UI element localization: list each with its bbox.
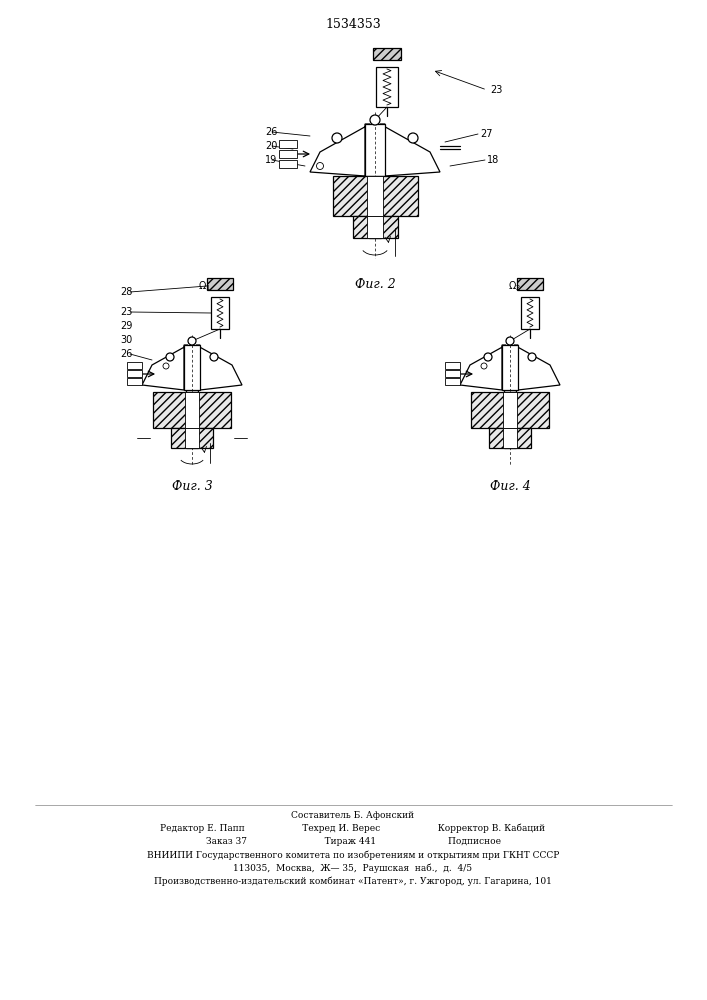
Bar <box>503 428 517 448</box>
Circle shape <box>481 363 487 369</box>
Text: 23: 23 <box>120 307 132 317</box>
Text: Редактор Е. Папп                    Техред И. Верес                    Корректор: Редактор Е. Папп Техред И. Верес Коррект… <box>160 823 546 833</box>
Text: Производственно-издательский комбинат «Патент», г. Ужгород, ул. Гагарина, 101: Производственно-издательский комбинат «П… <box>154 876 552 886</box>
Polygon shape <box>142 345 188 390</box>
Bar <box>367 216 383 238</box>
Circle shape <box>332 133 342 143</box>
Circle shape <box>317 162 324 169</box>
Text: 19: 19 <box>265 155 277 165</box>
Bar <box>517 278 543 290</box>
Text: 23: 23 <box>490 85 503 95</box>
Bar <box>369 176 381 238</box>
Bar <box>503 392 517 428</box>
Text: 20: 20 <box>265 141 277 151</box>
Text: ВНИИПИ Государственного комитета по изобретениям и открытиям при ГКНТ СССР: ВНИИПИ Государственного комитета по изоб… <box>147 850 559 860</box>
Bar <box>153 392 231 428</box>
Bar <box>279 150 297 158</box>
Circle shape <box>166 353 174 361</box>
Text: 29: 29 <box>120 321 132 331</box>
Text: Составитель Б. Афонский: Составитель Б. Афонский <box>291 810 414 820</box>
Bar <box>333 176 418 216</box>
Bar <box>365 124 385 176</box>
Bar <box>353 216 398 238</box>
Polygon shape <box>380 124 440 176</box>
Bar <box>445 362 460 369</box>
Circle shape <box>484 353 492 361</box>
Polygon shape <box>310 124 370 176</box>
Text: 28: 28 <box>120 287 132 297</box>
Bar <box>376 67 398 107</box>
Text: 113035,  Москва,  Ж— 35,  Раушская  наб.,  д.  4/5: 113035, Москва, Ж— 35, Раушская наб., д.… <box>233 863 472 873</box>
Circle shape <box>163 363 169 369</box>
Circle shape <box>408 133 418 143</box>
Text: Фиг. 3: Фиг. 3 <box>172 480 212 493</box>
Circle shape <box>188 337 196 345</box>
Bar <box>489 428 531 448</box>
Bar <box>445 378 460 385</box>
Bar <box>207 278 233 290</box>
Bar <box>445 370 460 377</box>
Text: 18: 18 <box>487 155 499 165</box>
Text: $\Omega_1$: $\Omega_1$ <box>198 279 211 293</box>
Text: 26: 26 <box>120 349 132 359</box>
Bar <box>504 390 516 448</box>
Bar <box>127 370 142 377</box>
Bar <box>185 428 199 448</box>
Bar <box>171 428 213 448</box>
Text: 30: 30 <box>120 335 132 345</box>
Bar <box>502 345 518 390</box>
Bar <box>186 390 198 448</box>
Text: 26: 26 <box>265 127 277 137</box>
Bar <box>471 392 549 428</box>
Bar <box>521 297 539 329</box>
Bar <box>279 160 297 168</box>
Bar <box>127 362 142 369</box>
Bar <box>127 378 142 385</box>
Text: $\Omega_2$: $\Omega_2$ <box>508 279 521 293</box>
Polygon shape <box>196 345 242 390</box>
Circle shape <box>528 353 536 361</box>
Bar <box>211 297 229 329</box>
Bar <box>279 140 297 148</box>
Bar <box>373 48 401 60</box>
Polygon shape <box>460 345 506 390</box>
Text: 1534353: 1534353 <box>325 18 381 31</box>
Bar <box>184 345 200 390</box>
Polygon shape <box>514 345 560 390</box>
Bar <box>185 392 199 428</box>
Text: Фиг. 4: Фиг. 4 <box>490 480 530 493</box>
Circle shape <box>506 337 514 345</box>
Bar <box>367 176 383 216</box>
Circle shape <box>210 353 218 361</box>
Text: 27: 27 <box>480 129 493 139</box>
Text: Фиг. 2: Фиг. 2 <box>355 278 395 291</box>
Circle shape <box>370 115 380 125</box>
Text: Заказ 37                           Тираж 441                         Подписное: Заказ 37 Тираж 441 Подписное <box>206 836 501 846</box>
